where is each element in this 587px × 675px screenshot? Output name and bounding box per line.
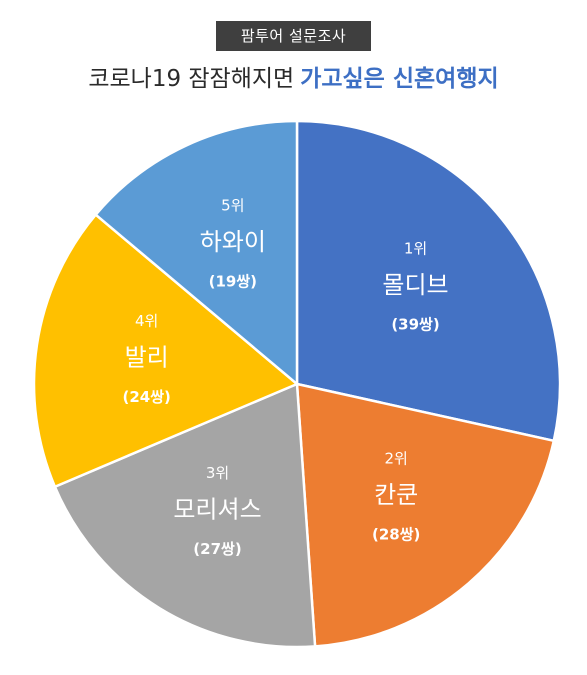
slice-label-rank-cancun: 2위 [385, 450, 408, 468]
title-plain: 코로나19 잠잠해지면 [88, 66, 295, 92]
pie-slice-maldives [295, 119, 562, 443]
slice-label-count-mauritius: (27쌍) [193, 540, 241, 558]
slice-label-rank-bali: 4위 [135, 312, 158, 330]
slice-label-name-cancun: 칸쿤 [374, 481, 418, 509]
slice-label-name-maldives: 몰디브 [382, 271, 448, 299]
slice-label-name-bali: 발리 [125, 343, 169, 371]
chart-title: 코로나19 잠잠해지면 가고싶은 신혼여행지 [0, 62, 587, 96]
title-highlight: 가고싶은 신혼여행지 [300, 66, 499, 92]
slice-label-rank-mauritius: 3위 [206, 464, 229, 482]
slice-label-rank-hawaii: 5위 [221, 197, 244, 215]
slice-label-count-cancun: (28쌍) [372, 526, 420, 544]
pie-slice-hawaii [94, 119, 299, 386]
slice-label-count-bali: (24쌍) [122, 388, 170, 406]
pie-slice-cancun [295, 382, 556, 648]
slice-label-name-hawaii: 하와이 [200, 228, 266, 256]
slice-label-count-hawaii: (19쌍) [209, 273, 257, 291]
survey-badge: 팜투어 설문조사 [216, 21, 371, 51]
slice-label-count-maldives: (39쌍) [391, 315, 439, 333]
pie-slice-mauritius [53, 382, 317, 649]
pie-slice-bali [32, 213, 299, 488]
slice-label-name-mauritius: 모리셔스 [173, 496, 261, 524]
slice-label-rank-maldives: 1위 [404, 239, 427, 257]
